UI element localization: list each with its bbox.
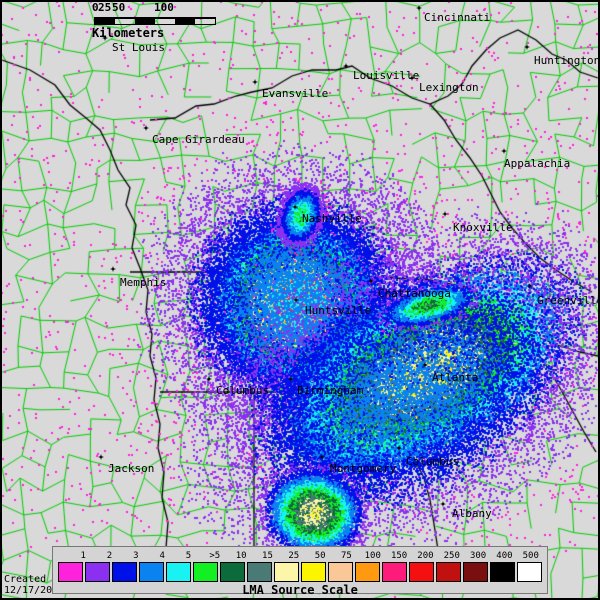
- city-label-appalachia: Appalachia: [504, 157, 571, 170]
- scale-bar-tick-2: 50: [112, 1, 126, 14]
- legend-tick-75: 75: [341, 551, 352, 561]
- legend-tick-100: 100: [364, 551, 381, 561]
- legend-tick-400: 400: [496, 551, 513, 561]
- city-label-columbus: Columbus: [406, 455, 459, 468]
- legend-swatch-3[interactable]: [112, 562, 137, 582]
- legend-tick-2: 2: [106, 551, 113, 561]
- city-label-atlanta: Atlanta: [432, 371, 479, 384]
- city-label-memphis: Memphis: [120, 276, 167, 289]
- legend-swatch-200[interactable]: [409, 562, 434, 582]
- legend-swatch-50[interactable]: [301, 562, 326, 582]
- city-label-cape-girardeau: Cape Girardeau: [152, 133, 245, 146]
- city-label-huntington: Huntington: [534, 54, 600, 67]
- city-label-louisville: Louisville: [353, 69, 420, 82]
- scale-bar-tick-0: 0: [92, 1, 99, 14]
- city-label-montgomery: Montgomery: [330, 462, 397, 475]
- city-label-albany: Albany: [452, 507, 492, 520]
- city-label-birmingham: Birmingham: [297, 384, 364, 397]
- city-label-evansville: Evansville: [262, 87, 329, 100]
- legend-tick-250: 250: [443, 551, 460, 561]
- legend-swatch-500[interactable]: [517, 562, 542, 582]
- legend-tick-25: 25: [288, 551, 300, 561]
- scale-bar-ticks: 0 25 50 100: [92, 2, 232, 16]
- legend-tick-15: 15: [262, 551, 273, 561]
- legend-panel[interactable]: 1 2 3 4 5 >5 10 15 25 50 75 100 150 200 250 300 400 500 L…: [52, 546, 548, 597]
- scale-bar-tick-1: 25: [98, 1, 112, 14]
- legend-tick-10: 10: [235, 551, 247, 561]
- scale-bar-line: [94, 17, 216, 25]
- legend-swatch-1[interactable]: [58, 562, 83, 582]
- legend-tick-500: 500: [522, 551, 539, 561]
- city-label-st-louis: St Louis: [112, 41, 165, 54]
- legend-tick-150: 150: [390, 551, 408, 561]
- legend-tick-1: 1: [80, 551, 86, 561]
- legend-swatch-250[interactable]: [436, 562, 461, 582]
- legend-swatch-10[interactable]: [220, 562, 245, 582]
- legend-swatch-300[interactable]: [463, 562, 488, 582]
- legend-tick-50: 50: [314, 551, 326, 561]
- city-label-columbus: Columbus: [216, 384, 269, 397]
- legend-swatch-150[interactable]: [382, 562, 407, 582]
- legend-tick-5: 5: [185, 551, 192, 561]
- legend-swatch-100[interactable]: [355, 562, 380, 582]
- legend-swatch-4[interactable]: [139, 562, 164, 582]
- city-label-nashville: Nashville: [302, 212, 362, 225]
- legend-tick-row: 1 2 3 4 5 >5 10 15 25 50 75 100 150 200 250 300 400 500: [56, 548, 544, 561]
- scale-bar: 0 25 50 100 Kilometers: [92, 2, 232, 44]
- legend-swatch-2[interactable]: [85, 562, 110, 582]
- legend-swatch->5[interactable]: [193, 562, 218, 582]
- legend-tick-200: 200: [417, 551, 434, 561]
- city-label-cincinnati: Cincinnati: [424, 11, 491, 24]
- created-label: Created: [4, 574, 47, 585]
- legend-swatch-5[interactable]: [166, 562, 191, 582]
- scale-bar-unit-label: Kilometers: [92, 26, 165, 40]
- legend-tick-4: 4: [159, 551, 165, 561]
- legend-swatch-15[interactable]: [247, 562, 272, 582]
- city-label-jackson: Jackson: [108, 462, 155, 475]
- legend-swatch-75[interactable]: [328, 562, 353, 582]
- legend-swatch-400[interactable]: [490, 562, 515, 582]
- city-label-huntsville: Huntsville: [305, 304, 372, 317]
- legend-tick-300: 300: [469, 551, 487, 561]
- scale-bar-tick-3: 100: [154, 1, 174, 14]
- city-label-greenville: Greenville: [537, 294, 600, 307]
- created-date: 12/17/2012: [4, 585, 65, 596]
- legend-title: LMA Source Scale: [242, 583, 358, 597]
- legend-tick-3: 3: [133, 551, 139, 561]
- legend-swatch-row[interactable]: [56, 561, 544, 583]
- city-label-chattanooga: Chattanooga: [378, 287, 451, 300]
- legend-swatch-25[interactable]: [274, 562, 299, 582]
- city-label-knoxville: Knoxville: [453, 221, 513, 234]
- city-label-lexington: Lexington: [419, 81, 479, 94]
- legend-tick->5: >5: [209, 551, 221, 561]
